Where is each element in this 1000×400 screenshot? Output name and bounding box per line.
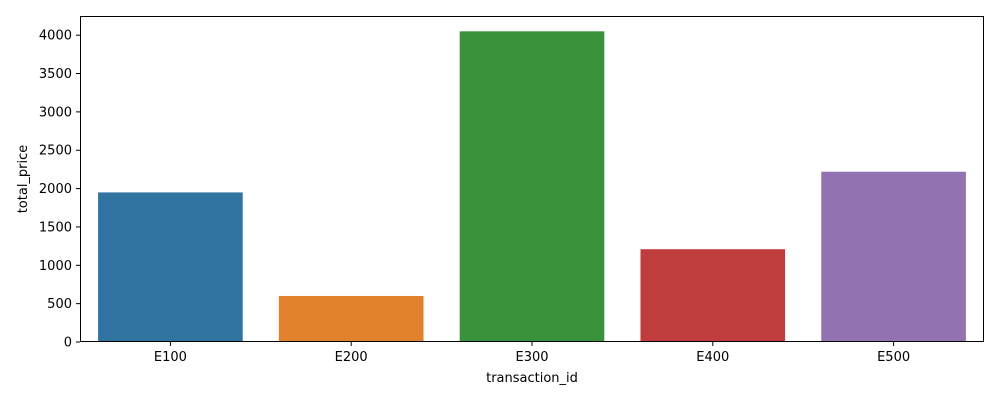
y-tick-label: 1000 [39, 259, 72, 274]
bar-e300 [459, 31, 605, 342]
x-tick-label: E500 [877, 350, 910, 365]
y-tick-label: 1500 [39, 220, 72, 235]
y-tick-label: 3000 [39, 105, 72, 120]
y-tick-label: 0 [64, 336, 72, 351]
bar-e400 [640, 249, 786, 342]
x-tick-label: E300 [515, 350, 548, 365]
bar-e500 [821, 171, 966, 342]
y-axis-ticks: 0 500 1000 1500 2000 2500 3000 3500 4000 [39, 29, 80, 351]
y-tick-label: 500 [47, 297, 72, 312]
bar-e200 [278, 295, 424, 342]
y-tick-label: 3500 [39, 67, 72, 82]
x-tick-label: E400 [696, 350, 729, 365]
y-tick-label: 4000 [39, 29, 72, 44]
x-tick-label: E200 [335, 350, 368, 365]
x-tick-label: E100 [154, 350, 187, 365]
bar-e100 [98, 192, 243, 342]
bars-group [98, 31, 966, 342]
x-axis-label: transaction_id [486, 371, 578, 386]
y-axis-label: total_price [16, 145, 31, 214]
x-axis-ticks: E100 E200 E300 E400 E500 [154, 342, 910, 365]
plot-frame [80, 16, 984, 342]
y-tick-label: 2500 [39, 144, 72, 159]
y-tick-label: 2000 [39, 182, 72, 197]
